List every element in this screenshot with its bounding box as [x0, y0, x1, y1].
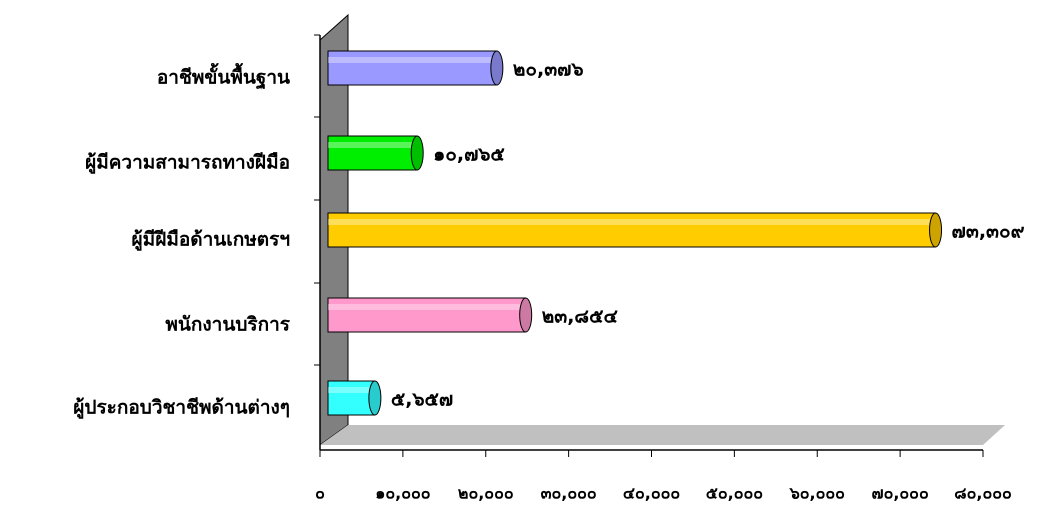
category-label: ผู้มีความสามารถทางฝีมือ [85, 152, 290, 175]
x-tick-label: ๔๐,๐๐๐ [623, 484, 680, 503]
bar [327, 135, 418, 171]
value-label: ๒๐,๓๗๖ [513, 59, 584, 81]
floor [320, 425, 1005, 445]
bar-highlight [328, 304, 526, 310]
x-tick-label: ๕๐,๐๐๐ [706, 484, 763, 503]
value-label: ๒๓,๘๕๔ [542, 306, 618, 328]
bar [327, 50, 498, 86]
x-tick-label: ๖๐,๐๐๐ [789, 484, 845, 503]
bar [327, 297, 527, 333]
bar [327, 212, 937, 248]
bar-cap [410, 135, 424, 171]
x-tick-label: ๘๐,๐๐๐ [954, 484, 1011, 503]
x-tick-label: ๗๐,๐๐๐ [872, 484, 929, 503]
y-axis-ticks [314, 34, 320, 366]
category-label: ผู้ประกอบวิชาชีพด้านต่างๆ [73, 397, 290, 420]
category-label: ผู้มีฝีมือด้านเกษตรฯ [132, 229, 290, 252]
bar-cap [519, 297, 533, 333]
x-tick-label: ๓๐,๐๐๐ [541, 484, 597, 503]
bar-highlight [328, 57, 497, 63]
value-label: ๑๐,๗๖๕ [433, 144, 505, 166]
category-label: พนักงานบริการ [165, 314, 290, 336]
value-label: ๗๓,๓๐๙ [952, 221, 1025, 243]
x-tick-label: ๒๐,๐๐๐ [458, 484, 514, 503]
bar [327, 380, 376, 416]
bar-highlight [328, 219, 936, 225]
x-tick-label: ๑๐,๐๐๐ [375, 484, 430, 503]
x-tick-label: ๐ [315, 484, 325, 503]
value-label: ๕,๖๕๗ [391, 389, 453, 411]
bar-cap [929, 212, 943, 248]
bar-cap [490, 50, 504, 86]
category-label: อาชีพขั้นพื้นฐาน [157, 63, 290, 91]
bar-highlight [328, 142, 418, 148]
bar-cap [368, 380, 382, 416]
bar-highlight [328, 387, 375, 393]
